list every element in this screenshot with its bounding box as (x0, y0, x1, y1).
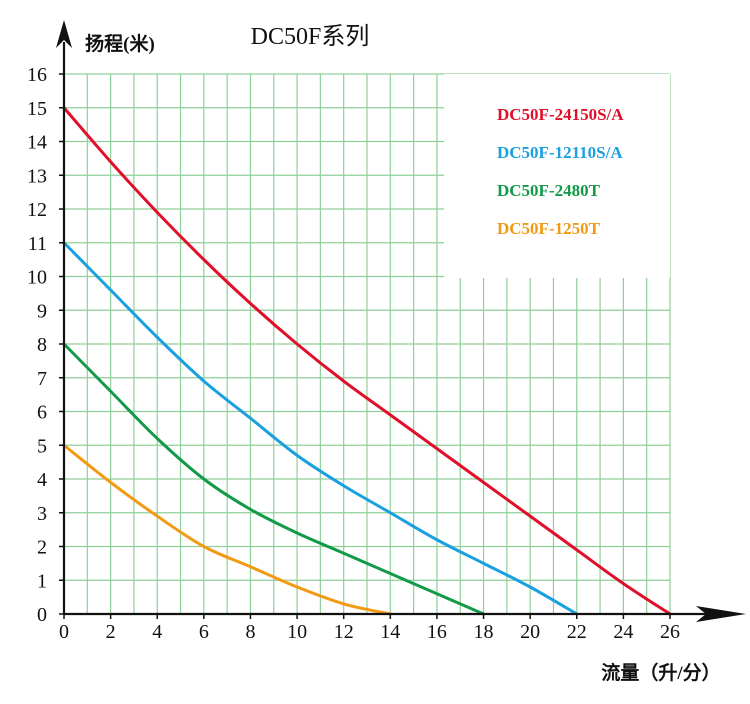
y-tick-label: 16 (27, 64, 47, 86)
y-tick-label: 15 (27, 98, 47, 120)
y-tick-label: 14 (27, 132, 47, 154)
y-tick-label: 8 (37, 334, 47, 356)
x-tick-label: 10 (287, 621, 307, 643)
legend-entry: DC50F-12110S/A (497, 143, 623, 162)
y-tick-label: 12 (27, 199, 47, 221)
series-line-dc50f-12110s-a (62, 241, 579, 616)
x-tick-label: 16 (427, 621, 447, 643)
y-tick-label: 10 (27, 267, 47, 289)
x-tick-label: 14 (380, 621, 400, 643)
tick-labels: 0 2 4 6 8 10 12 14 16 18 20 22 24 2601234567891011121… (27, 64, 680, 643)
x-tick-label: 6 (199, 621, 209, 643)
series-line-dc50f-2480t (62, 342, 486, 616)
series-line-dc50f-24150s-a (62, 106, 672, 616)
y-tick-label: 5 (37, 435, 47, 457)
x-axis-arrow-icon (696, 606, 746, 622)
y-tick-label: 2 (37, 537, 47, 559)
series-line-dc50f-1250t (62, 443, 392, 616)
x-tick-label: 0 (59, 621, 69, 643)
x-tick-label: 22 (567, 621, 587, 643)
legend-box (444, 74, 670, 278)
y-tick-label: 1 (37, 570, 47, 592)
x-tick-label: 18 (474, 621, 494, 643)
y-tick-label: 11 (28, 233, 47, 255)
legend: DC50F-24150S/A DC50F-12110S/A DC50F-2480T D… (497, 105, 624, 238)
y-tick-label: 3 (37, 503, 47, 525)
y-axis-arrow-icon (56, 20, 72, 48)
y-tick-label: 4 (37, 469, 47, 491)
y-axis-title: 扬程(米) (85, 32, 155, 55)
series-lines (62, 106, 672, 616)
x-tick-label: 24 (613, 621, 633, 643)
y-tick-label: 9 (37, 300, 47, 322)
x-tick-label: 8 (245, 621, 255, 643)
y-tick-label: 0 (37, 604, 47, 626)
legend-entry: DC50F-1250T (497, 219, 601, 238)
x-tick-label: 26 (660, 621, 680, 643)
y-tick-label: 13 (27, 165, 47, 187)
x-tick-label: 4 (152, 621, 162, 643)
x-tick-label: 2 (106, 621, 116, 643)
chart-title: DC50F系列 (251, 23, 370, 50)
x-tick-label: 20 (520, 621, 540, 643)
x-axis-title: 流量（升/分） (601, 661, 720, 684)
legend-entry: DC50F-24150S/A (497, 105, 624, 124)
legend-entry: DC50F-2480T (497, 181, 601, 200)
y-tick-label: 6 (37, 402, 47, 424)
y-tick-label: 7 (37, 368, 47, 390)
x-tick-label: 12 (334, 621, 354, 643)
